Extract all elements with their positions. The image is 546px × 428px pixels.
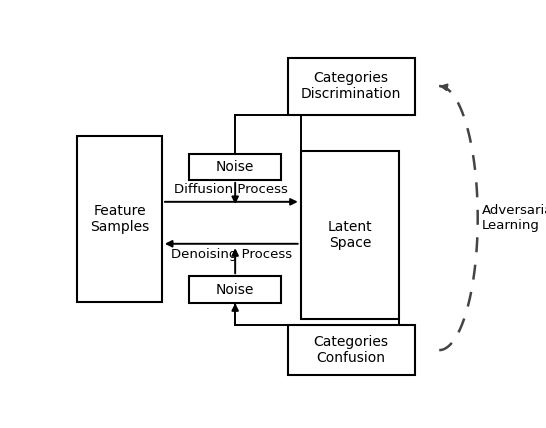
Text: Latent
Space: Latent Space xyxy=(328,220,372,250)
Text: Noise: Noise xyxy=(216,160,254,174)
Text: Feature
Samples: Feature Samples xyxy=(90,204,149,234)
Text: Categories
Confusion: Categories Confusion xyxy=(313,335,389,365)
Text: Adversarial
Learning: Adversarial Learning xyxy=(482,204,546,232)
FancyBboxPatch shape xyxy=(288,57,414,115)
FancyBboxPatch shape xyxy=(189,154,281,180)
FancyBboxPatch shape xyxy=(78,136,162,302)
FancyBboxPatch shape xyxy=(189,276,281,303)
Text: Noise: Noise xyxy=(216,282,254,297)
FancyBboxPatch shape xyxy=(288,325,414,375)
Text: Diffusion Process: Diffusion Process xyxy=(174,184,288,196)
Text: Categories
Discrimination: Categories Discrimination xyxy=(301,71,401,101)
FancyBboxPatch shape xyxy=(301,152,399,319)
Text: Denoising Process: Denoising Process xyxy=(171,248,292,261)
